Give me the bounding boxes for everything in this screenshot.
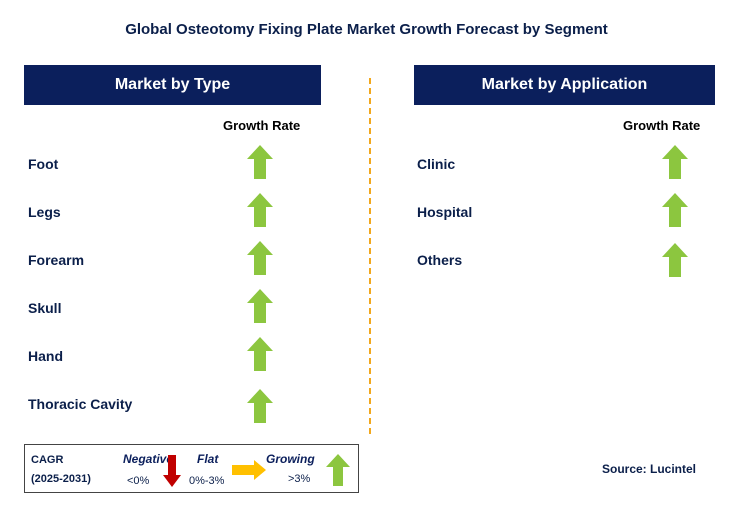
legend-flat-range: 0%-3%	[189, 475, 225, 487]
type-row-label: Thoracic Cavity	[28, 396, 133, 412]
type-row-label: Hand	[28, 348, 63, 364]
legend-cagr-label: CAGR	[31, 454, 64, 466]
type-row-label: Legs	[28, 204, 61, 220]
green-up-arrow-icon	[247, 145, 273, 179]
legend-box: CAGR (2025-2031) Negative <0% Flat 0%-3%…	[24, 444, 359, 493]
application-row-label: Others	[417, 252, 463, 268]
type-growth-rate-label: Growth Rate	[223, 118, 301, 133]
legend-flat-label: Flat	[197, 452, 219, 466]
application-row-label: Clinic	[417, 156, 456, 172]
legend-growing-label: Growing	[266, 452, 315, 466]
green-up-arrow-icon	[662, 193, 688, 227]
page-title: Global Osteotomy Fixing Plate Market Gro…	[125, 21, 608, 38]
application-panel-header: Market by Application	[414, 65, 715, 105]
application-row-label: Hospital	[417, 204, 473, 220]
green-up-arrow-icon	[247, 193, 273, 227]
type-row-label: Skull	[28, 300, 62, 316]
application-growth-rate-label: Growth Rate	[623, 118, 701, 133]
legend-period-label: (2025-2031)	[31, 473, 91, 485]
green-up-arrow-icon	[326, 454, 350, 486]
legend-growing-range: >3%	[288, 473, 311, 485]
green-up-arrow-icon	[662, 243, 688, 277]
legend-negative-range: <0%	[127, 475, 150, 487]
green-up-arrow-icon	[247, 289, 273, 323]
type-panel-header: Market by Type	[24, 65, 321, 105]
type-row-label: Foot	[28, 156, 59, 172]
green-up-arrow-icon	[662, 145, 688, 179]
green-up-arrow-icon	[247, 241, 273, 275]
green-up-arrow-icon	[247, 337, 273, 371]
legend-negative-label: Negative	[123, 452, 174, 466]
panel-divider	[369, 78, 371, 434]
orange-right-arrow-icon	[232, 460, 266, 480]
source-label: Source: Lucintel	[602, 462, 697, 476]
green-up-arrow-icon	[247, 389, 273, 423]
red-down-arrow-icon	[163, 455, 181, 487]
type-row-label: Forearm	[28, 252, 85, 268]
